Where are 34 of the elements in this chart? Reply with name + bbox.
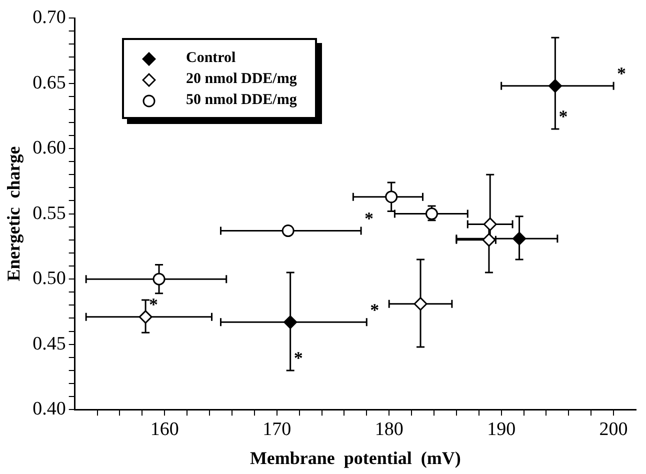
annotation: * [558,106,568,127]
x-tick-label: 180 [374,418,404,440]
point [512,232,526,246]
annotation: * [370,300,380,320]
annotation: * [149,294,158,315]
point [282,224,294,238]
point [284,315,298,329]
y-tick-label: 0.70 [32,6,66,28]
point [482,233,496,247]
y-tick-label: 0.55 [32,202,66,224]
y-tick-label: 0.60 [32,138,66,159]
point [152,272,166,286]
point [483,217,497,231]
point [138,310,152,324]
x-tick-label: 160 [150,418,179,440]
point [425,208,438,220]
legend-label: Control [186,50,236,67]
y-axis-title: Energetic charge [3,146,24,282]
legend-label: 20 nmol DDE/mg [186,71,297,88]
point [385,190,398,204]
x-tick-label: 200 [599,418,628,440]
legend-label: 50 nmol DDE/mg [186,92,297,109]
y-tick-label: 0.45 [32,333,66,354]
point [414,297,428,311]
y-tick-label: 0.40 [32,398,66,420]
x-tick-label: 190 [487,418,516,440]
annotation: * [364,208,374,228]
x-axis-title: Membrane potential (mV) [250,448,461,468]
annotation: * [617,64,626,84]
y-tick-label: 0.50 [32,268,66,290]
point [548,79,562,93]
x-tick-label: 170 [262,418,292,440]
y-tick-label: 0.65 [32,72,66,94]
annotation: * [294,348,303,368]
